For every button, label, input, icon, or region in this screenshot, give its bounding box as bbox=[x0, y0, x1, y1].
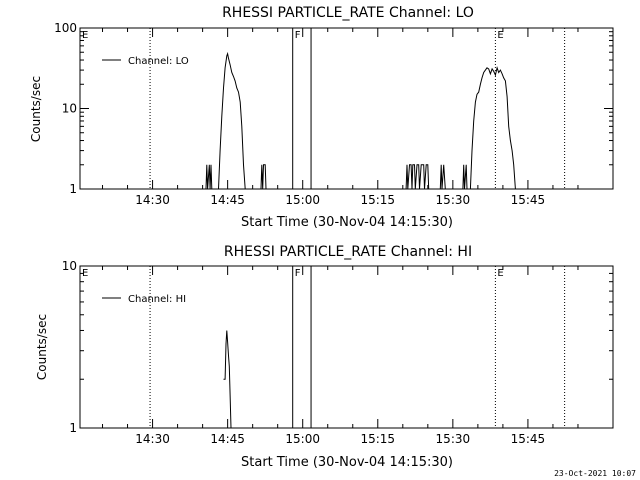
axis-ticks: 14:30 14:45 15:00 15:15 15:30 15:45 1 10 bbox=[62, 259, 613, 446]
legend: Channel: LO bbox=[102, 56, 189, 67]
y-tick-label: 1 bbox=[69, 182, 77, 196]
y-tick-label: 10 bbox=[62, 259, 77, 273]
x-tick-label: 14:30 bbox=[135, 193, 170, 207]
x-axis-label: Start Time (30-Nov-04 14:15:30) bbox=[241, 455, 453, 470]
series-line-segment bbox=[218, 51, 246, 190]
legend: Channel: HI bbox=[102, 294, 186, 305]
flag-label: F bbox=[295, 30, 301, 41]
y-tick-label: 10 bbox=[62, 102, 77, 116]
x-tick-label: 14:30 bbox=[135, 432, 170, 446]
y-tick-label: 1 bbox=[69, 421, 77, 435]
series-line-segment bbox=[439, 164, 446, 190]
series-line-segment bbox=[469, 65, 516, 190]
y-tick-label: 100 bbox=[54, 21, 77, 35]
x-axis-label: Start Time (30-Nov-04 14:15:30) bbox=[241, 215, 453, 230]
chart-hi-channel: RHESSI PARTICLE_RATE Channel: HI Counts/… bbox=[35, 244, 614, 470]
x-tick-label: 15:00 bbox=[285, 432, 320, 446]
legend-entry: Channel: LO bbox=[128, 56, 189, 67]
series-line-segment bbox=[462, 164, 468, 190]
series-line-segment bbox=[205, 164, 213, 190]
series-line-segment bbox=[405, 164, 430, 190]
flag-label: F bbox=[295, 268, 301, 279]
series-line-segment bbox=[260, 164, 267, 190]
x-tick-label: 15:45 bbox=[511, 193, 546, 207]
flag-label: E bbox=[497, 268, 503, 279]
flag-label: E bbox=[82, 268, 88, 279]
x-tick-label: 14:45 bbox=[210, 432, 245, 446]
legend-entry: Channel: HI bbox=[128, 294, 186, 305]
series-line-segment bbox=[223, 330, 232, 429]
timestamp: 23-Oct-2021 10:07 bbox=[554, 469, 636, 478]
x-tick-label: 15:30 bbox=[436, 193, 471, 207]
x-tick-label: 15:00 bbox=[285, 193, 320, 207]
chart-lo-channel: RHESSI PARTICLE_RATE Channel: LO Counts/… bbox=[29, 5, 614, 230]
axis-ticks: 14:30 14:45 15:00 15:15 15:30 15:45 1 10 100 bbox=[54, 21, 613, 207]
x-tick-label: 15:15 bbox=[360, 432, 395, 446]
y-axis-label: Counts/sec bbox=[35, 314, 49, 380]
flag-label: E bbox=[497, 30, 503, 41]
flag-label: E bbox=[82, 30, 88, 41]
series-lines bbox=[205, 51, 516, 190]
x-tick-label: 15:45 bbox=[511, 432, 546, 446]
series-lines bbox=[223, 330, 232, 429]
y-axis-label: Counts/sec bbox=[29, 76, 43, 142]
chart-title: RHESSI PARTICLE_RATE Channel: HI bbox=[224, 244, 472, 260]
x-tick-label: 15:30 bbox=[436, 432, 471, 446]
x-tick-label: 14:45 bbox=[210, 193, 245, 207]
plot-frame bbox=[79, 265, 614, 429]
chart-title: RHESSI PARTICLE_RATE Channel: LO bbox=[222, 5, 474, 21]
plot-frame bbox=[79, 27, 614, 190]
x-tick-label: 15:15 bbox=[360, 193, 395, 207]
